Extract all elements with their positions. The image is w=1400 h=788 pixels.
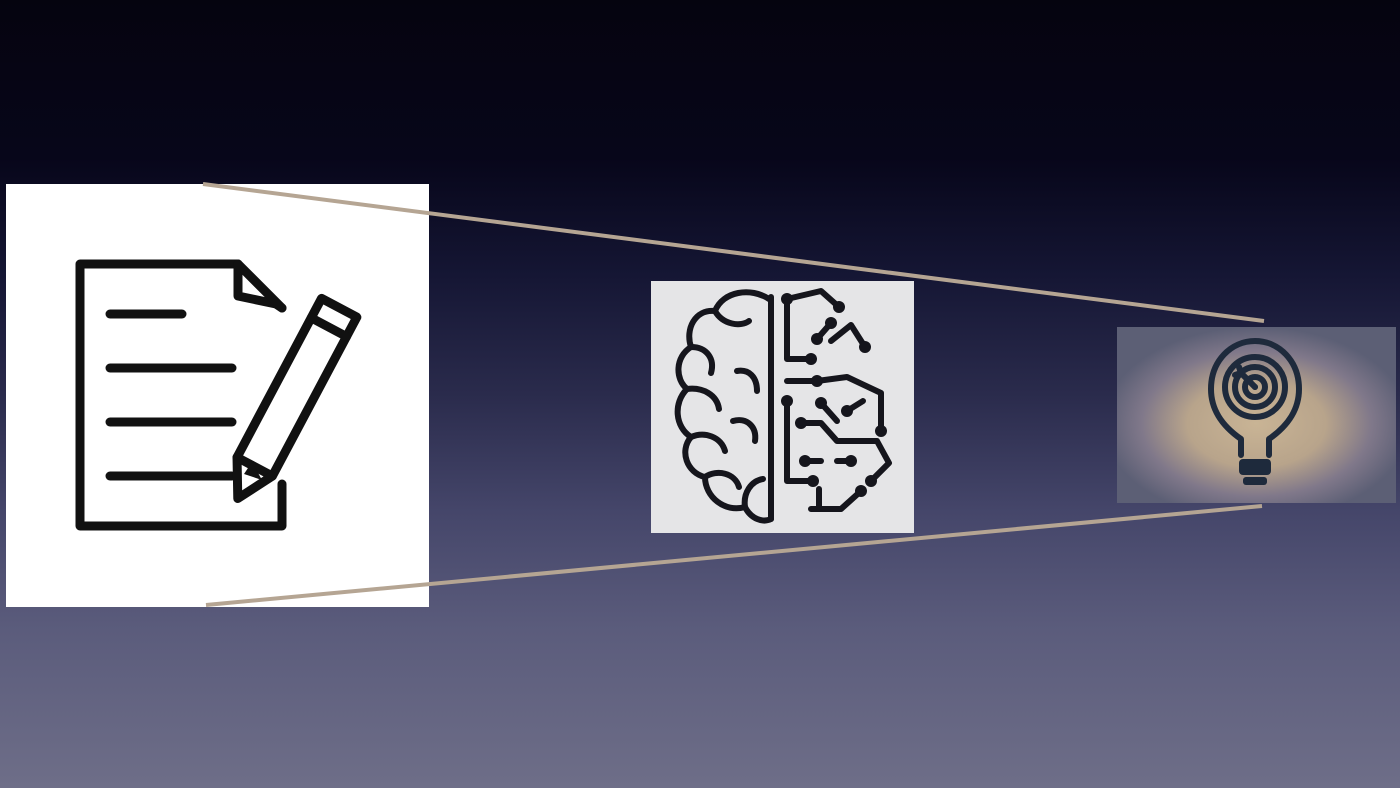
- lower-connector-line: [205, 504, 1263, 607]
- document-pencil-icon: [75, 259, 362, 531]
- brain-circuit-icon: [674, 288, 892, 524]
- document-panel: [6, 184, 429, 607]
- idea-panel: [1117, 327, 1396, 503]
- upper-connector-line: [202, 182, 1265, 323]
- brain-panel: [651, 281, 914, 533]
- lightbulb-target-icon: [1117, 327, 1396, 503]
